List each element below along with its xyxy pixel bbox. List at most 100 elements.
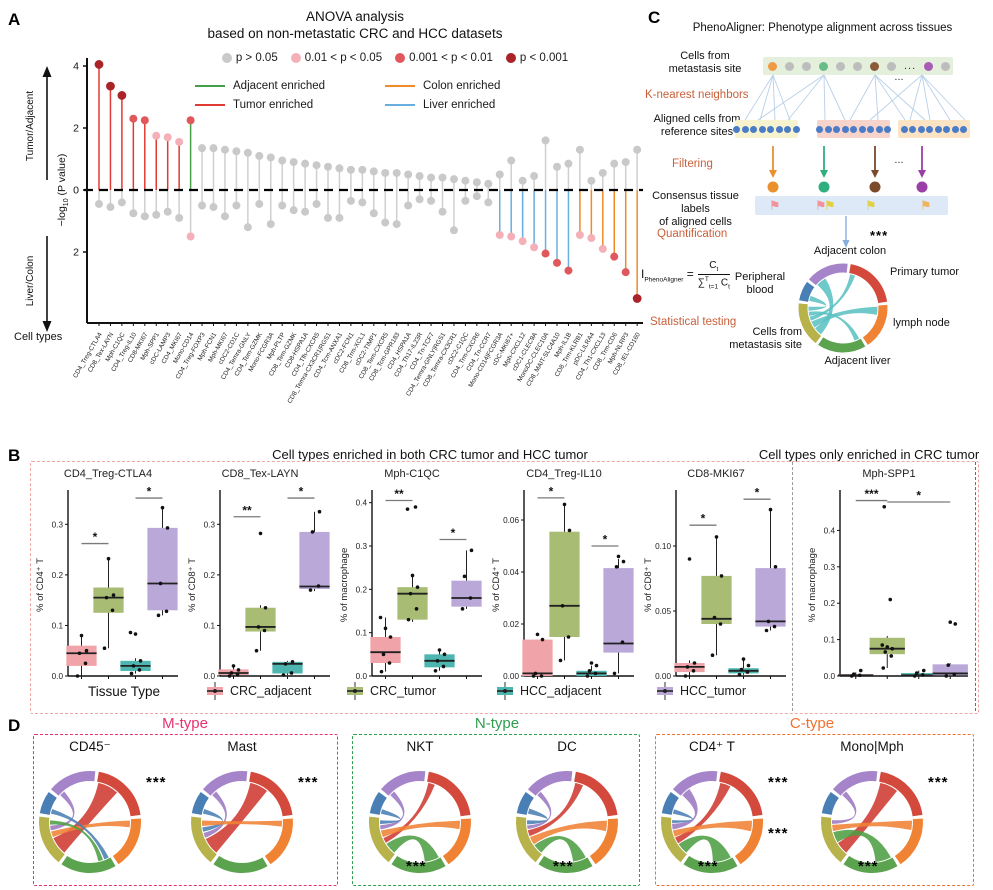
boxplot-chart: 0.00 0.02 0.04 0.06 % of CD4⁺ T * *	[491, 484, 634, 681]
aligned-cell-dot-icon	[917, 125, 925, 133]
legend-label: 0.001 < p < 0.01	[409, 52, 493, 64]
svg-text:2: 2	[73, 247, 79, 259]
svg-text:0.0: 0.0	[204, 672, 216, 681]
svg-text:% of CD4⁺ T: % of CD4⁺ T	[35, 558, 46, 612]
boxplot-title: Mph-C1QC	[384, 468, 440, 480]
svg-text:Tumor/Adjacent: Tumor/Adjacent	[25, 91, 36, 161]
m-type-box	[33, 734, 338, 886]
svg-text:0.3: 0.3	[824, 563, 836, 572]
circos-title: Mast	[227, 739, 257, 754]
panel-b-label: B	[8, 446, 21, 465]
chord-label-lymph-node: lymph node	[893, 317, 950, 329]
c-type-box	[655, 734, 974, 886]
circos-chart	[369, 771, 471, 873]
tissue-flag-icon: ⚑	[769, 198, 781, 213]
significance-stars: ***	[768, 825, 789, 842]
significance-stars: ***	[146, 774, 167, 791]
legend-label: p < 0.001	[519, 52, 569, 64]
svg-text:0.2: 0.2	[356, 585, 368, 594]
svg-text:0.00: 0.00	[503, 672, 519, 681]
quantification-step-label: Quantification	[657, 228, 728, 240]
svg-text:*: *	[299, 485, 304, 499]
phenoaligner-chord-diagram	[798, 263, 888, 353]
svg-text:% of CD8⁺ T: % of CD8⁺ T	[187, 558, 198, 612]
svg-text:*: *	[147, 485, 152, 499]
tissue-flag-icon: ⚑	[824, 198, 836, 213]
phenoaligner-formula: IPhenoAligner = Ct ∑Tt=1 Ct	[641, 260, 730, 290]
svg-text:0.1: 0.1	[824, 636, 836, 645]
group-title-c-type: C-type	[789, 715, 835, 732]
legend-label: Liver enriched	[423, 99, 496, 111]
significance-stars: ***	[406, 858, 427, 875]
formula-lhs: IPhenoAligner =	[641, 266, 694, 284]
boxplot-title: CD8-MKI67	[687, 468, 745, 480]
circos-title: CD4⁺ T	[689, 739, 735, 754]
pvalue-dot-icon	[221, 53, 232, 63]
aligned-cell-dot-icon	[841, 125, 849, 133]
svg-text:*: *	[916, 489, 921, 503]
phenoaligner-flow-graphics: ......	[744, 71, 966, 248]
svg-text:% of macrophage: % of macrophage	[339, 548, 350, 622]
significance-stars: ***	[298, 774, 319, 791]
cell-dot-icon	[853, 61, 862, 71]
pvalue-legend: p > 0.05 0.01 < p < 0.05 0.001 < p < 0.0…	[135, 52, 655, 64]
svg-text:...: ...	[894, 71, 903, 83]
svg-text:0.05: 0.05	[655, 607, 671, 616]
aligned-cell-dot-icon	[784, 125, 792, 133]
cell-dot-icon	[924, 61, 934, 71]
consensus-label: Consensus tissue labels of aligned cells	[652, 190, 739, 228]
panel-b-divider	[792, 462, 793, 711]
legend-item-pvalue: p > 0.05	[221, 52, 278, 64]
aligned-cell-dot-icon	[926, 125, 934, 133]
aligned-cell-dot-icon	[909, 125, 917, 133]
anova-subtitle: based on non-metastatic CRC and HCC data…	[207, 26, 503, 41]
n-type-box	[352, 734, 640, 886]
svg-text:***: ***	[864, 487, 878, 501]
svg-text:0.2: 0.2	[204, 571, 216, 580]
svg-text:0: 0	[73, 185, 79, 197]
tissue-flag-icon: ⚑	[865, 198, 877, 213]
pvalue-dot-icon	[290, 53, 301, 63]
aligned-cell-dot-icon	[824, 125, 832, 133]
svg-text:% of CD4⁺ T: % of CD4⁺ T	[491, 558, 502, 612]
panel-b-right-edge	[975, 462, 976, 711]
circos-chart	[821, 771, 923, 873]
chord-label-peripheral-blood: Peripheral blood	[734, 271, 786, 296]
legend-label: Colon enriched	[423, 80, 501, 92]
metastasis-cells-label: Cells from metastasis site	[668, 50, 742, 75]
boxplot-title: Mph-SPP1	[862, 468, 916, 480]
svg-text:*: *	[93, 530, 98, 544]
line-swatch-icon	[195, 103, 225, 107]
boxplot-key-icon	[347, 682, 363, 700]
aligned-cell-dot-icon	[750, 125, 758, 133]
boxplot-chart: 0.00.10.20.30.4% of macrophage***	[339, 487, 482, 681]
legend-label: HCC_adjacent	[520, 684, 602, 698]
svg-text:*: *	[603, 533, 608, 547]
aligned-cell-dot-icon	[758, 125, 766, 133]
cell-dot-icon	[785, 61, 794, 71]
cell-dot-icon	[870, 61, 879, 71]
consensus-flags-box: ⚑ ⚑ ⚑ ⚑ ⚑	[755, 196, 948, 215]
reference-box	[733, 120, 800, 138]
svg-text:% of CD8⁺ T: % of CD8⁺ T	[643, 558, 654, 612]
pvalue-dot-icon	[505, 53, 516, 63]
legend-item-pvalue: 0.01 < p < 0.05	[290, 52, 382, 64]
aligned-cell-dot-icon	[875, 125, 883, 133]
circos-title: NKT	[406, 739, 434, 754]
filtering-step-label: Filtering	[672, 158, 713, 170]
svg-text:% of macrophage: % of macrophage	[807, 548, 818, 622]
panel-b-header-left: Cell types enriched in both CRC tumor an…	[272, 447, 588, 462]
legend-item-pvalue: 0.001 < p < 0.01	[395, 52, 493, 64]
panel-b-dashed-box	[30, 461, 979, 714]
legend-label: HCC_tumor	[680, 684, 746, 698]
svg-text:0.04: 0.04	[503, 568, 519, 577]
significance-stars: ***	[553, 858, 574, 875]
svg-text:2: 2	[73, 123, 79, 135]
statistical-testing-label: Statistical testing	[650, 316, 737, 328]
svg-text:*: *	[755, 486, 760, 500]
group-title-m-type: M-type	[162, 715, 208, 732]
tissue-flag-icon: ⚑	[815, 198, 827, 213]
circos-chart	[516, 771, 618, 873]
reference-box	[816, 120, 891, 138]
